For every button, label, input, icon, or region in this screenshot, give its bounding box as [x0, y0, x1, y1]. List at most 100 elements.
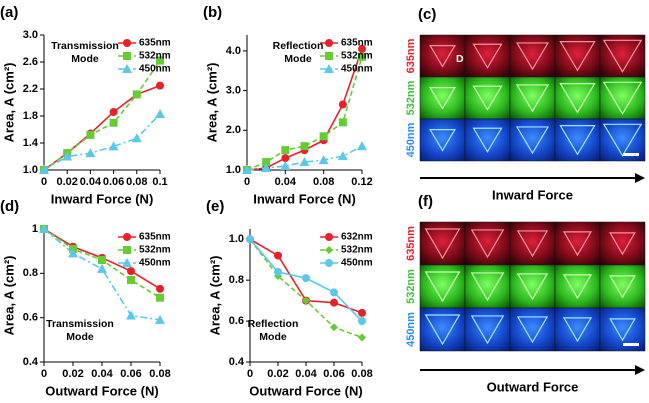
triangle-outline [516, 273, 549, 301]
y-tick-label: 2.6 [23, 56, 38, 68]
image-tile [599, 264, 646, 309]
marker [109, 107, 118, 116]
marker [123, 246, 131, 254]
annotation: Transmission [51, 40, 119, 52]
marker [131, 133, 142, 143]
marker [109, 118, 118, 127]
triangle-outline [429, 129, 456, 152]
x-tick-label: 0.08 [126, 176, 147, 188]
marker [302, 296, 310, 305]
image-tile [419, 34, 466, 78]
marker [122, 258, 132, 267]
triangle-outline [429, 87, 456, 110]
marker [324, 64, 334, 73]
x-axis-label: Outward Force (N) [249, 383, 362, 398]
image-tile [464, 118, 511, 162]
marker [156, 293, 164, 302]
marker [325, 259, 333, 267]
triangle-outline [470, 315, 505, 345]
marker [86, 130, 95, 139]
image-tile [554, 264, 601, 309]
image-tile [509, 76, 556, 120]
marker [127, 275, 135, 284]
marker [261, 163, 272, 173]
y-tick-label: 1 [32, 223, 38, 235]
marker [39, 165, 49, 174]
row-label: 532nm [405, 80, 417, 115]
annotation: Mode [71, 53, 99, 65]
marker [156, 56, 164, 65]
triangle-outline [424, 271, 461, 303]
triangle-outline [424, 228, 461, 260]
image-tile [509, 34, 556, 78]
y-tick-label: 1.4 [23, 137, 39, 149]
triangle-outline [602, 81, 643, 115]
y-tick-label: 3.0 [23, 29, 38, 41]
legend-label: 635nm [139, 232, 171, 243]
marker [325, 52, 333, 60]
marker [39, 224, 49, 233]
legend-label: 532nm [341, 245, 373, 256]
legend-label: 635nm [139, 38, 171, 49]
y-tick-label: 1.0 [229, 233, 244, 245]
marker [156, 284, 164, 293]
panel-label: (f) [418, 193, 433, 210]
marker [338, 118, 347, 127]
row-label: 450nm [405, 122, 417, 157]
triangle-outline [472, 127, 503, 153]
legend-label: 635nm [341, 38, 373, 49]
marker [299, 157, 310, 167]
y-tick-label: 2.2 [23, 83, 38, 95]
x-tick-label: 0.04 [80, 176, 102, 188]
y-tick-label: 0.8 [229, 274, 244, 286]
legend-label: 532nm [341, 51, 373, 62]
marker [108, 141, 119, 151]
marker [358, 317, 366, 326]
triangle-outline [515, 126, 550, 155]
x-tick-label: 0.02 [62, 368, 83, 380]
y-tick-label: 4.0 [226, 45, 241, 57]
x-tick-label: 0.06 [120, 368, 141, 380]
x-tick-label: 0.02 [267, 368, 288, 380]
marker [338, 100, 347, 109]
triangle-outline [602, 39, 643, 73]
x-axis-label: Outward Force (N) [45, 383, 158, 398]
series-line [43, 113, 161, 171]
annotation: Mode [284, 53, 312, 65]
arrow-label: Inward Force [492, 187, 573, 202]
marker [337, 151, 348, 161]
marker [358, 44, 366, 53]
x-tick-label: 0.1 [152, 176, 167, 188]
marker [300, 142, 309, 151]
marker [85, 148, 96, 158]
triangle-outline [609, 318, 636, 342]
image-tile [464, 76, 511, 120]
marker [319, 132, 328, 141]
image-tile [554, 307, 601, 352]
marker [155, 314, 165, 324]
marker [330, 298, 338, 307]
triangle-outline [424, 314, 461, 346]
annotation: D [456, 53, 464, 65]
y-tick-label: 0.4 [229, 356, 245, 368]
image-tile [599, 221, 646, 266]
x-tick-label: 0.04 [275, 176, 297, 188]
triangle-outline [470, 229, 505, 259]
y-axis-label: Area, A (cm²) [1, 256, 16, 336]
panel-label: (c) [418, 6, 436, 23]
y-tick-label: 0.6 [23, 312, 38, 324]
legend-label: 450nm [139, 258, 171, 269]
legend-label: 532nm [139, 51, 171, 62]
triangle-outline [609, 232, 636, 256]
image-tile [464, 307, 511, 352]
marker [302, 274, 310, 283]
legend-label: 632nm [341, 232, 373, 243]
marker [98, 256, 106, 265]
y-tick-label: 0.8 [23, 267, 38, 279]
x-tick-label: 0.12 [351, 176, 372, 188]
panel-label: (e) [206, 198, 224, 215]
arrow-label: Outward Force [487, 379, 579, 394]
marker [126, 310, 136, 320]
marker [280, 161, 291, 171]
panel-label: (b) [203, 4, 222, 21]
